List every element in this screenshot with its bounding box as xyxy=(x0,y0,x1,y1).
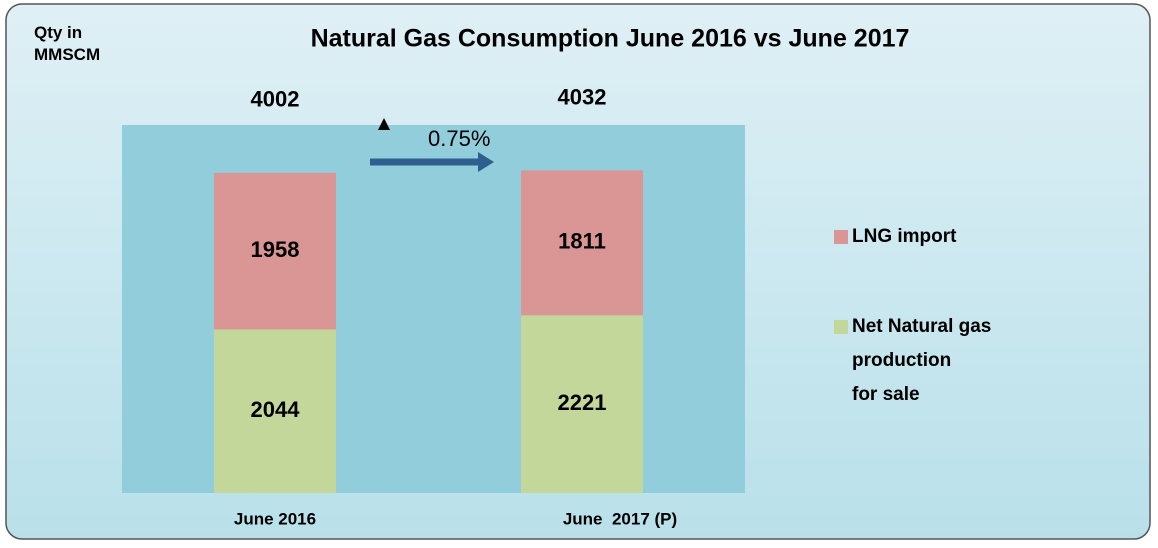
data-label: 1958 xyxy=(251,237,300,262)
x-tick-label: June 2017 (P) xyxy=(563,509,677,528)
legend-label-box: LNG import xyxy=(852,226,957,247)
bar-segment xyxy=(214,329,336,493)
total-label: 4002 xyxy=(251,87,300,112)
bar-segment xyxy=(214,172,336,330)
legend-label: LNG import xyxy=(852,226,957,247)
x-tick-label: June 2016 xyxy=(234,509,316,528)
data-label: 2221 xyxy=(558,390,607,415)
chart-title: Natural Gas Consumption June 2016 vs Jun… xyxy=(311,25,910,53)
y-axis-label: Qty in MMSCM xyxy=(34,23,101,64)
bar-segment xyxy=(521,315,643,493)
legend-swatch xyxy=(834,230,848,244)
y-axis-label-box: Qty in MMSCM xyxy=(34,23,101,64)
total-label: 4032 xyxy=(558,84,607,109)
up-triangle xyxy=(378,118,390,130)
data-label: 1811 xyxy=(558,229,606,254)
change-arrow-head xyxy=(478,152,494,172)
legend-swatch xyxy=(834,320,848,334)
data-label: 2044 xyxy=(251,397,301,422)
bar-segment xyxy=(521,170,643,316)
change-annotation: 0.75% xyxy=(428,126,490,151)
legend-label-box: Net Natural gas production for sale xyxy=(852,316,992,405)
legend-label: Net Natural gas production for sale xyxy=(852,316,992,405)
